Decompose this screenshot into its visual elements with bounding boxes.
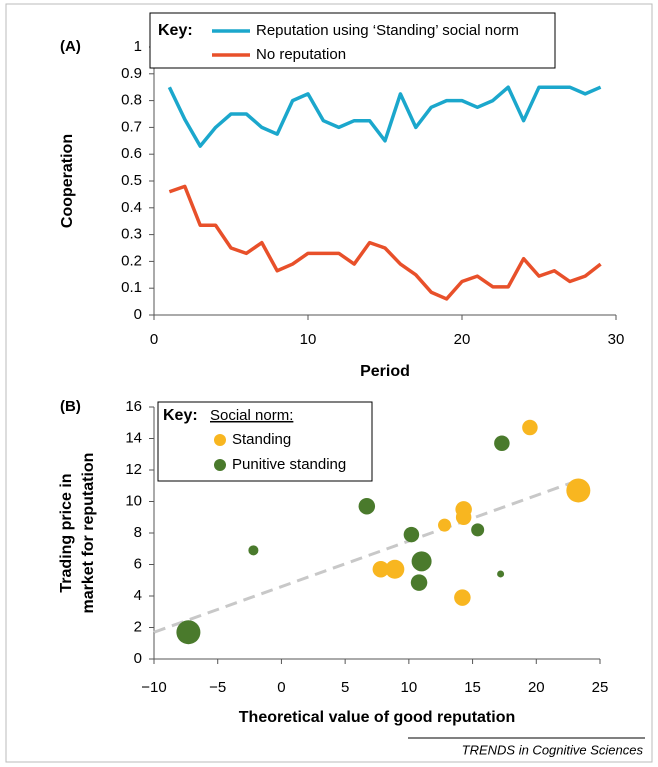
x-tick-label: 0 [277,679,285,696]
legend-label: Reputation using ‘Standing’ social norm [256,22,519,39]
bubble [410,574,428,591]
x-tick-label: −5 [209,679,226,696]
x-tick-label: 5 [341,679,349,696]
bubble [248,545,259,556]
x-tick-label: 30 [608,331,625,348]
x-tick-label: 0 [150,331,158,348]
bubble [566,478,591,503]
y-tick-label: 0 [134,306,142,323]
legend-label: Punitive standing [232,456,346,473]
legend-box [157,401,373,482]
legend-label: Standing [232,431,291,448]
y-tick-label: 6 [134,555,142,572]
y-tick-label: 1 [134,38,142,55]
bubble [372,560,390,578]
bubble [438,518,452,532]
x-tick-label: 15 [464,679,481,696]
y-axis-title: Trading price in [58,473,75,592]
x-tick-label: 10 [300,331,317,348]
panel-label: (A) [60,38,81,55]
y-tick-label: 0.4 [121,199,142,216]
frame [5,3,653,763]
series-line [168,184,602,301]
bubble [403,526,420,543]
bubble [385,559,405,579]
footer: TRENDS in Cognitive Sciences [462,742,644,757]
y-tick-label: 0.6 [121,145,142,162]
legend-box [149,12,556,69]
bubble [497,570,505,578]
bubble [176,620,201,645]
y-tick-label: 0.2 [121,252,142,269]
bubble [471,523,485,537]
y-tick-label: 0.9 [121,65,142,82]
bubble [455,509,472,525]
x-tick-label: −10 [141,679,166,696]
series-line [167,85,602,148]
bubble [494,435,510,451]
y-tick-label: 12 [125,461,142,478]
y-tick-label: 0.3 [121,226,142,243]
bubble [358,497,376,515]
x-axis-title: Theoretical value of good reputation [239,709,515,726]
y-tick-label: 0 [134,650,142,667]
y-axis-title: market for reputation [80,453,97,614]
legend-key: Key: [158,22,193,39]
legend-swatch [214,434,226,446]
y-tick-label: 10 [125,492,142,509]
legend-key: Key: [163,407,198,424]
y-tick-label: 4 [134,587,142,604]
y-tick-label: 0.1 [121,279,142,296]
x-axis-title: Period [360,363,410,380]
y-tick-label: 14 [125,429,142,446]
y-tick-label: 2 [134,618,142,635]
y-tick-label: 8 [134,524,142,541]
panel-label: (B) [60,398,81,415]
bubble [522,419,538,436]
y-tick-label: 0.5 [121,172,142,189]
y-tick-label: 16 [125,398,142,415]
legend-title: Social norm: [210,407,293,424]
y-tick-label: 0.8 [121,92,142,109]
x-tick-label: 25 [592,679,609,696]
x-tick-label: 10 [401,679,418,696]
x-tick-label: 20 [454,331,471,348]
y-tick-label: 0.7 [121,118,142,135]
legend-swatch [214,459,226,471]
x-tick-label: 20 [528,679,545,696]
legend-label: No reputation [256,46,346,63]
bubble [454,589,471,606]
y-axis-title: Cooperation [59,134,76,228]
bubble [411,551,432,572]
